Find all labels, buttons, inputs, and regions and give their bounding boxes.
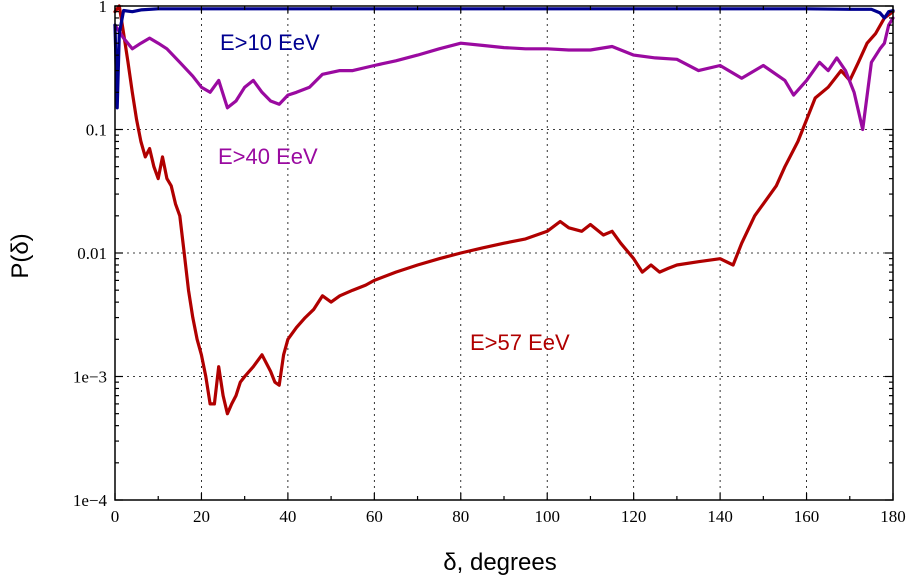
y-tick-label: 1e−4 [73, 491, 108, 510]
x-tick-label: 40 [279, 507, 296, 526]
x-tick-label: 80 [452, 507, 469, 526]
x-tick-label: 20 [193, 507, 210, 526]
series-label-e40: E>40 EeV [218, 144, 318, 169]
y-axis-title: P(δ) [7, 233, 34, 278]
y-tick-label: 1e−3 [73, 368, 107, 387]
x-tick-label: 180 [880, 507, 906, 526]
axis-ticks [114, 5, 894, 501]
series-line-e40 [113, 16, 895, 132]
y-tick-label: 0.1 [86, 121, 107, 140]
x-tick-label: 160 [794, 507, 820, 526]
y-tick-label: 1 [99, 0, 108, 16]
series-line-e10 [113, 7, 895, 110]
x-tick-label: 100 [534, 507, 560, 526]
x-tick-label: 60 [366, 507, 383, 526]
series-label-e10: E>10 EeV [220, 30, 320, 55]
y-tick-label: 0.01 [77, 244, 107, 263]
grid [115, 6, 893, 500]
x-tick-label: 140 [707, 507, 733, 526]
series-line-e57 [113, 4, 895, 416]
x-tick-label: 0 [111, 507, 120, 526]
tick-labels: 0 20 40 60 80 100 120 140 160 180 1e−4 1e−3 0.01 0.1 1 [73, 0, 906, 526]
x-axis-title: δ, degrees [443, 549, 556, 576]
x-tick-label: 120 [621, 507, 647, 526]
series-label-e57: E>57 EeV [470, 330, 570, 355]
